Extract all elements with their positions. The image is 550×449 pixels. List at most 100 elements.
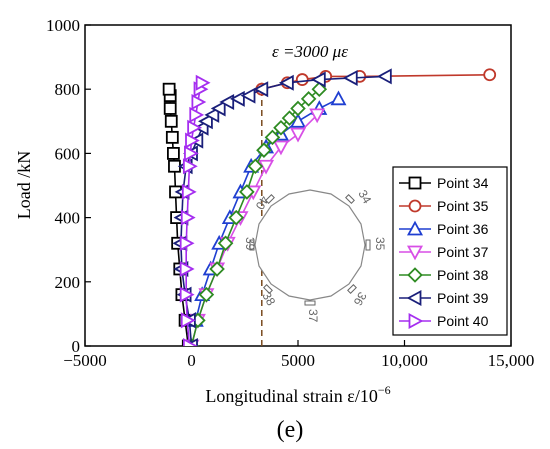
y-tick-label: 200 [55, 273, 81, 292]
data-point [180, 312, 196, 329]
legend-entry: Point 39 [399, 289, 489, 307]
x-tick-label: 15,000 [488, 351, 535, 370]
data-point [281, 110, 298, 126]
data-point [166, 146, 180, 160]
data-point [198, 113, 213, 130]
x-tick-label: 10,000 [381, 351, 428, 370]
data-point [272, 140, 289, 156]
data-point [164, 114, 178, 128]
legend-label: Point 37 [437, 244, 489, 260]
data-point [217, 235, 234, 252]
legend-marker [406, 289, 422, 307]
legend-entry: Point 34 [399, 175, 489, 191]
data-point [198, 286, 215, 303]
legend-label: Point 36 [437, 221, 489, 237]
x-axis: −5000 0 5000 10,000 15,000 [63, 340, 534, 370]
data-point [180, 209, 196, 226]
y-tick-label: 1000 [46, 16, 80, 35]
gauge-39 [249, 239, 255, 251]
y-axis-label: Load /kN [14, 151, 34, 219]
data-point [179, 260, 195, 277]
data-point [278, 74, 294, 91]
inset-label-36: 36 [351, 290, 370, 309]
inset-label-39: 39 [243, 237, 257, 251]
data-point [289, 112, 307, 128]
data-point [256, 142, 272, 158]
data-point [258, 159, 275, 175]
y-tick-label: 600 [55, 144, 81, 163]
inset-label-35: 35 [373, 237, 387, 251]
data-point [189, 106, 205, 123]
y-axis: 0 200 400 600 800 1000 [46, 16, 91, 356]
data-point [179, 235, 195, 252]
y-tick-label: 400 [55, 209, 81, 228]
legend-label: Point 39 [437, 290, 489, 306]
data-point [330, 90, 347, 106]
legend: Point 34 Point 35 Point 36 Point 37 Point 38… [392, 166, 508, 336]
data-point [209, 261, 225, 277]
data-point [309, 108, 326, 124]
data-point [184, 145, 199, 162]
data-point [182, 337, 198, 346]
data-point [191, 94, 207, 111]
x-axis-label: Longitudinal strain ε/10−6 [205, 383, 390, 406]
legend-marker [408, 199, 422, 213]
y-tick-label: 800 [55, 80, 81, 99]
data-point [253, 81, 269, 98]
data-point [228, 209, 245, 226]
x-axis-label-main: Longitudinal strain ε/10 [205, 386, 378, 406]
data-point [165, 130, 179, 144]
y-tick-label: 0 [72, 337, 81, 356]
gauge-36 [347, 284, 357, 294]
x-tick-label: −5000 [63, 351, 107, 370]
legend-entry: Point 40 [399, 312, 489, 330]
data-point [289, 127, 307, 143]
legend-marker [406, 245, 424, 261]
data-point [239, 184, 255, 200]
inset-label-38: 38 [259, 290, 278, 309]
legend-label: Point 35 [437, 198, 489, 214]
gauge-37 [304, 300, 316, 306]
inset-label-40: 40 [253, 194, 272, 213]
data-point [187, 119, 203, 136]
data-point [163, 102, 177, 115]
legend-marker [407, 267, 423, 283]
data-point [295, 73, 309, 86]
cross-section-inset: 34 35 36 37 38 39 40 [243, 188, 387, 323]
x-axis-label-exponent: −6 [378, 383, 391, 397]
data-point [195, 74, 211, 91]
x-tick-label: 5000 [281, 351, 315, 370]
gauge-38 [263, 284, 273, 294]
data-point [240, 87, 256, 104]
data-point [290, 100, 306, 117]
data-point [210, 100, 226, 117]
strain-annotation: ε =3000 με [272, 42, 348, 61]
legend-marker [408, 176, 422, 190]
data-point [182, 158, 198, 175]
data-point [342, 69, 358, 86]
gauge-40 [265, 194, 275, 204]
data-point [300, 91, 317, 107]
data-point [179, 286, 195, 303]
inset-label-34: 34 [355, 188, 374, 207]
data-point [247, 158, 264, 175]
data-point [376, 68, 392, 85]
legend-label: Point 40 [437, 313, 489, 329]
data-point [181, 183, 197, 200]
inset-polygon [254, 189, 366, 301]
x-tick-label: 0 [187, 351, 196, 370]
data-point [185, 132, 200, 149]
legend-entry: Point 36 [399, 220, 489, 237]
gauge-35 [365, 239, 371, 251]
legend-entry: Point 35 [399, 198, 489, 214]
data-point [311, 81, 328, 97]
legend-marker [406, 220, 424, 236]
data-point [162, 82, 176, 96]
panel-label: (e) [277, 417, 304, 443]
legend-entry: Point 38 [399, 267, 489, 283]
data-point [264, 129, 281, 146]
legend-label: Point 34 [437, 175, 489, 191]
series-point-40 [179, 74, 211, 346]
data-point [483, 68, 497, 82]
gauge-34 [345, 194, 355, 204]
